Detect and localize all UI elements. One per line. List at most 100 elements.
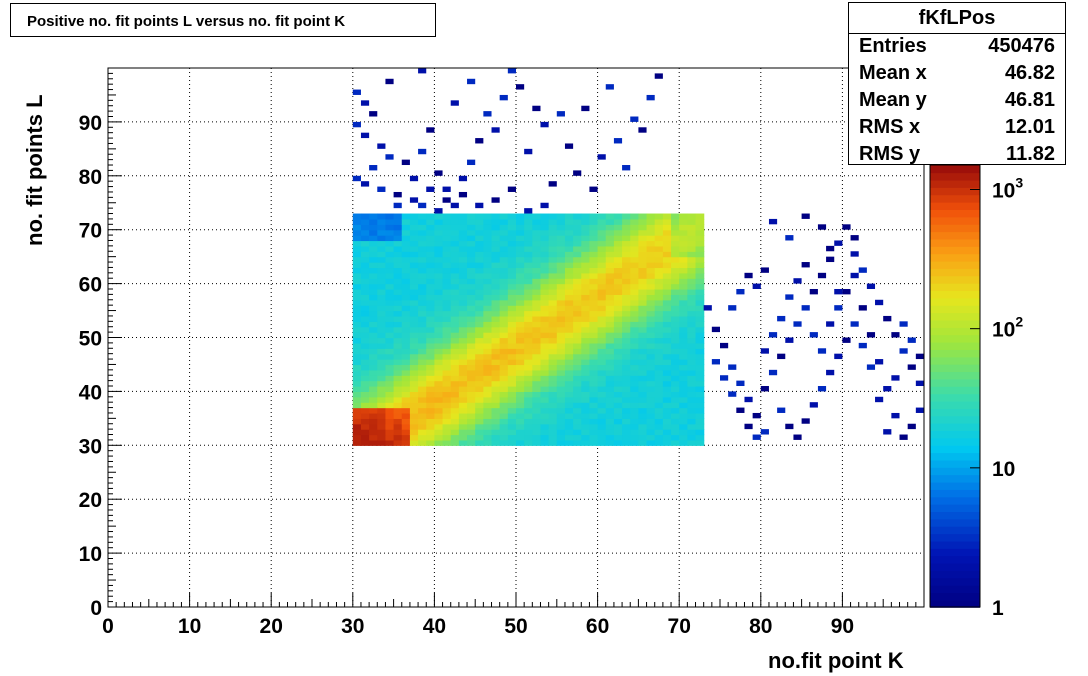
- histogram-bin: [409, 235, 419, 242]
- histogram-bin: [654, 342, 664, 349]
- histogram-bin: [409, 267, 419, 274]
- histogram-bin: [507, 229, 517, 236]
- histogram-bin: [540, 332, 550, 339]
- histogram-bin: [401, 272, 411, 279]
- histogram-bin: [695, 240, 705, 247]
- histogram-bin: [385, 305, 395, 312]
- histogram-bin: [491, 288, 501, 295]
- histogram-bin: [597, 418, 607, 425]
- histogram-bin: [646, 213, 656, 220]
- histogram-bin: [564, 240, 574, 247]
- histogram-bin: [597, 407, 607, 414]
- histogram-bin: [458, 332, 468, 339]
- histogram-bin: [516, 278, 525, 285]
- histogram-bin: [524, 262, 533, 269]
- histogram-bin: [377, 412, 387, 419]
- histogram-bin: [605, 423, 615, 430]
- histogram-bin: [597, 337, 607, 344]
- histogram-bin: [622, 310, 631, 317]
- histogram-bin: [687, 283, 697, 290]
- histogram-bin: [377, 359, 387, 366]
- histogram-bin: [434, 224, 444, 231]
- histogram-bin: [507, 267, 517, 274]
- histogram-bin: [564, 267, 574, 274]
- histogram-bin: [564, 402, 574, 409]
- histogram-bin: [622, 332, 631, 339]
- histogram-bin: [409, 359, 419, 366]
- histogram-bin: [679, 326, 688, 333]
- histogram-bin: [458, 262, 468, 269]
- histogram-bin: [564, 310, 574, 317]
- histogram-bin: [605, 251, 615, 258]
- histogram-bin: [556, 278, 566, 285]
- histogram-bin: [360, 326, 370, 333]
- histogram-bin: [548, 321, 558, 328]
- histogram-bin: [662, 386, 672, 392]
- histogram-bin: [426, 294, 435, 301]
- histogram-bin: [532, 391, 542, 398]
- histogram-bin: [532, 412, 542, 419]
- histogram-bin: [532, 288, 542, 295]
- histogram-bin: [442, 375, 452, 382]
- histogram-bin: [377, 407, 387, 414]
- histogram-bin: [483, 429, 493, 436]
- histogram-bin: [564, 235, 574, 242]
- histogram-bin: [434, 288, 444, 295]
- histogram-bin: [532, 272, 542, 279]
- histogram-bin: [573, 262, 582, 269]
- histogram-bin: [548, 251, 558, 258]
- histogram-bin: [393, 294, 403, 301]
- histogram-bin: [630, 278, 639, 285]
- histogram-bin: [556, 386, 566, 392]
- outlier-bin: [458, 175, 468, 182]
- histogram-bin: [442, 315, 452, 322]
- histogram-bin: [671, 288, 680, 295]
- outlier-bin: [842, 337, 851, 343]
- histogram-bin: [467, 326, 476, 333]
- histogram-bin: [622, 294, 631, 301]
- histogram-bin: [597, 326, 607, 333]
- histogram-bin: [622, 429, 631, 436]
- histogram-bin: [352, 262, 362, 269]
- histogram-bin: [638, 332, 648, 339]
- histogram-bin: [458, 375, 468, 382]
- histogram-bin: [605, 418, 615, 425]
- histogram-bin: [662, 412, 672, 419]
- outlier-bin: [728, 305, 737, 311]
- histogram-bin: [589, 402, 599, 409]
- histogram-bin: [613, 429, 623, 436]
- histogram-bin: [613, 369, 623, 376]
- x-tick-label: 30: [341, 615, 364, 638]
- histogram-bin: [613, 229, 623, 236]
- histogram-bin: [426, 386, 435, 392]
- histogram-bin: [434, 359, 444, 366]
- histogram-bin: [369, 272, 378, 279]
- histogram-bin: [662, 256, 672, 263]
- histogram-bin: [499, 412, 509, 419]
- histogram-bin: [401, 429, 411, 436]
- histogram-bin: [483, 310, 493, 317]
- histogram-bin: [434, 439, 444, 446]
- outlier-bin: [377, 186, 386, 192]
- histogram-bin: [695, 429, 705, 436]
- histogram-bin: [687, 369, 697, 376]
- histogram-bin: [426, 348, 435, 355]
- histogram-bin: [589, 299, 599, 306]
- histogram-bin: [393, 245, 403, 252]
- stats-value: 450476: [988, 35, 1055, 57]
- histogram-bin: [687, 218, 697, 225]
- histogram-bin: [450, 321, 460, 328]
- histogram-bin: [638, 262, 648, 269]
- histogram-bin: [385, 337, 395, 344]
- histogram-bin: [524, 218, 533, 225]
- histogram-bin: [638, 267, 648, 274]
- palette-band: [930, 430, 980, 439]
- histogram-bin: [524, 299, 533, 306]
- histogram-bin: [377, 369, 387, 376]
- outlier-bin: [883, 429, 892, 435]
- histogram-bin: [385, 256, 395, 263]
- histogram-bin: [613, 321, 623, 328]
- histogram-bin: [581, 245, 591, 252]
- histogram-bin: [540, 353, 550, 360]
- histogram-bin: [662, 321, 672, 328]
